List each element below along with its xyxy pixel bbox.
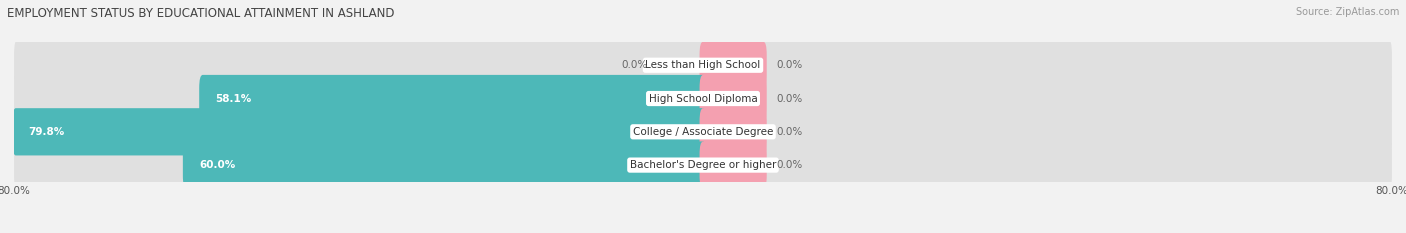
FancyBboxPatch shape <box>14 138 1392 192</box>
Text: Source: ZipAtlas.com: Source: ZipAtlas.com <box>1295 7 1399 17</box>
Text: 0.0%: 0.0% <box>621 60 647 70</box>
FancyBboxPatch shape <box>183 141 706 189</box>
FancyBboxPatch shape <box>700 75 766 122</box>
Text: Bachelor's Degree or higher: Bachelor's Degree or higher <box>630 160 776 170</box>
FancyBboxPatch shape <box>700 42 766 89</box>
Text: Less than High School: Less than High School <box>645 60 761 70</box>
Legend: In Labor Force, Unemployed: In Labor Force, Unemployed <box>602 231 804 233</box>
FancyBboxPatch shape <box>13 108 706 155</box>
Text: 0.0%: 0.0% <box>776 160 803 170</box>
FancyBboxPatch shape <box>700 108 766 155</box>
FancyBboxPatch shape <box>200 75 706 122</box>
Text: 0.0%: 0.0% <box>776 93 803 103</box>
FancyBboxPatch shape <box>700 141 766 189</box>
Text: High School Diploma: High School Diploma <box>648 93 758 103</box>
Text: 0.0%: 0.0% <box>776 60 803 70</box>
FancyBboxPatch shape <box>14 72 1392 126</box>
Text: 60.0%: 60.0% <box>200 160 235 170</box>
Text: 58.1%: 58.1% <box>215 93 252 103</box>
FancyBboxPatch shape <box>14 38 1392 92</box>
FancyBboxPatch shape <box>14 105 1392 159</box>
Text: 79.8%: 79.8% <box>28 127 65 137</box>
Text: College / Associate Degree: College / Associate Degree <box>633 127 773 137</box>
Text: EMPLOYMENT STATUS BY EDUCATIONAL ATTAINMENT IN ASHLAND: EMPLOYMENT STATUS BY EDUCATIONAL ATTAINM… <box>7 7 395 20</box>
Text: 0.0%: 0.0% <box>776 127 803 137</box>
